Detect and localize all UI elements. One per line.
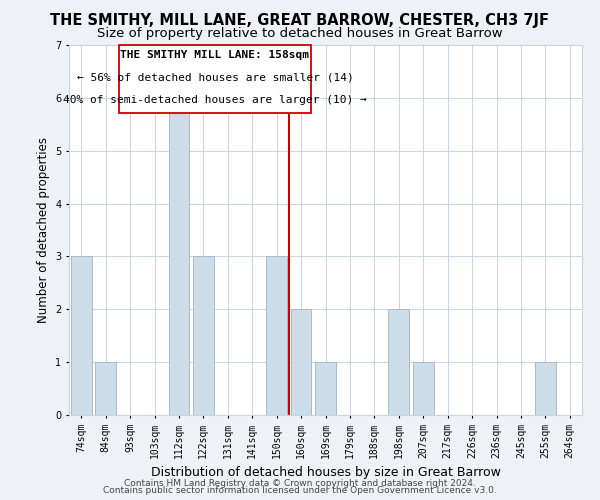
Bar xyxy=(95,362,116,415)
Bar xyxy=(388,310,409,415)
Bar xyxy=(315,362,336,415)
Bar xyxy=(71,256,92,415)
Y-axis label: Number of detached properties: Number of detached properties xyxy=(37,137,50,323)
Text: ← 56% of detached houses are smaller (14): ← 56% of detached houses are smaller (14… xyxy=(77,72,353,83)
X-axis label: Distribution of detached houses by size in Great Barrow: Distribution of detached houses by size … xyxy=(151,466,500,479)
Bar xyxy=(413,362,434,415)
Text: Size of property relative to detached houses in Great Barrow: Size of property relative to detached ho… xyxy=(97,28,503,40)
Text: Contains public sector information licensed under the Open Government Licence v3: Contains public sector information licen… xyxy=(103,486,497,495)
FancyBboxPatch shape xyxy=(119,45,311,112)
Text: THE SMITHY, MILL LANE, GREAT BARROW, CHESTER, CH3 7JF: THE SMITHY, MILL LANE, GREAT BARROW, CHE… xyxy=(50,12,550,28)
Bar xyxy=(169,98,190,415)
Bar xyxy=(266,256,287,415)
Bar xyxy=(193,256,214,415)
Text: 40% of semi-detached houses are larger (10) →: 40% of semi-detached houses are larger (… xyxy=(63,96,367,106)
Text: Contains HM Land Registry data © Crown copyright and database right 2024.: Contains HM Land Registry data © Crown c… xyxy=(124,478,476,488)
Bar xyxy=(535,362,556,415)
Bar xyxy=(290,310,311,415)
Text: THE SMITHY MILL LANE: 158sqm: THE SMITHY MILL LANE: 158sqm xyxy=(121,50,310,60)
